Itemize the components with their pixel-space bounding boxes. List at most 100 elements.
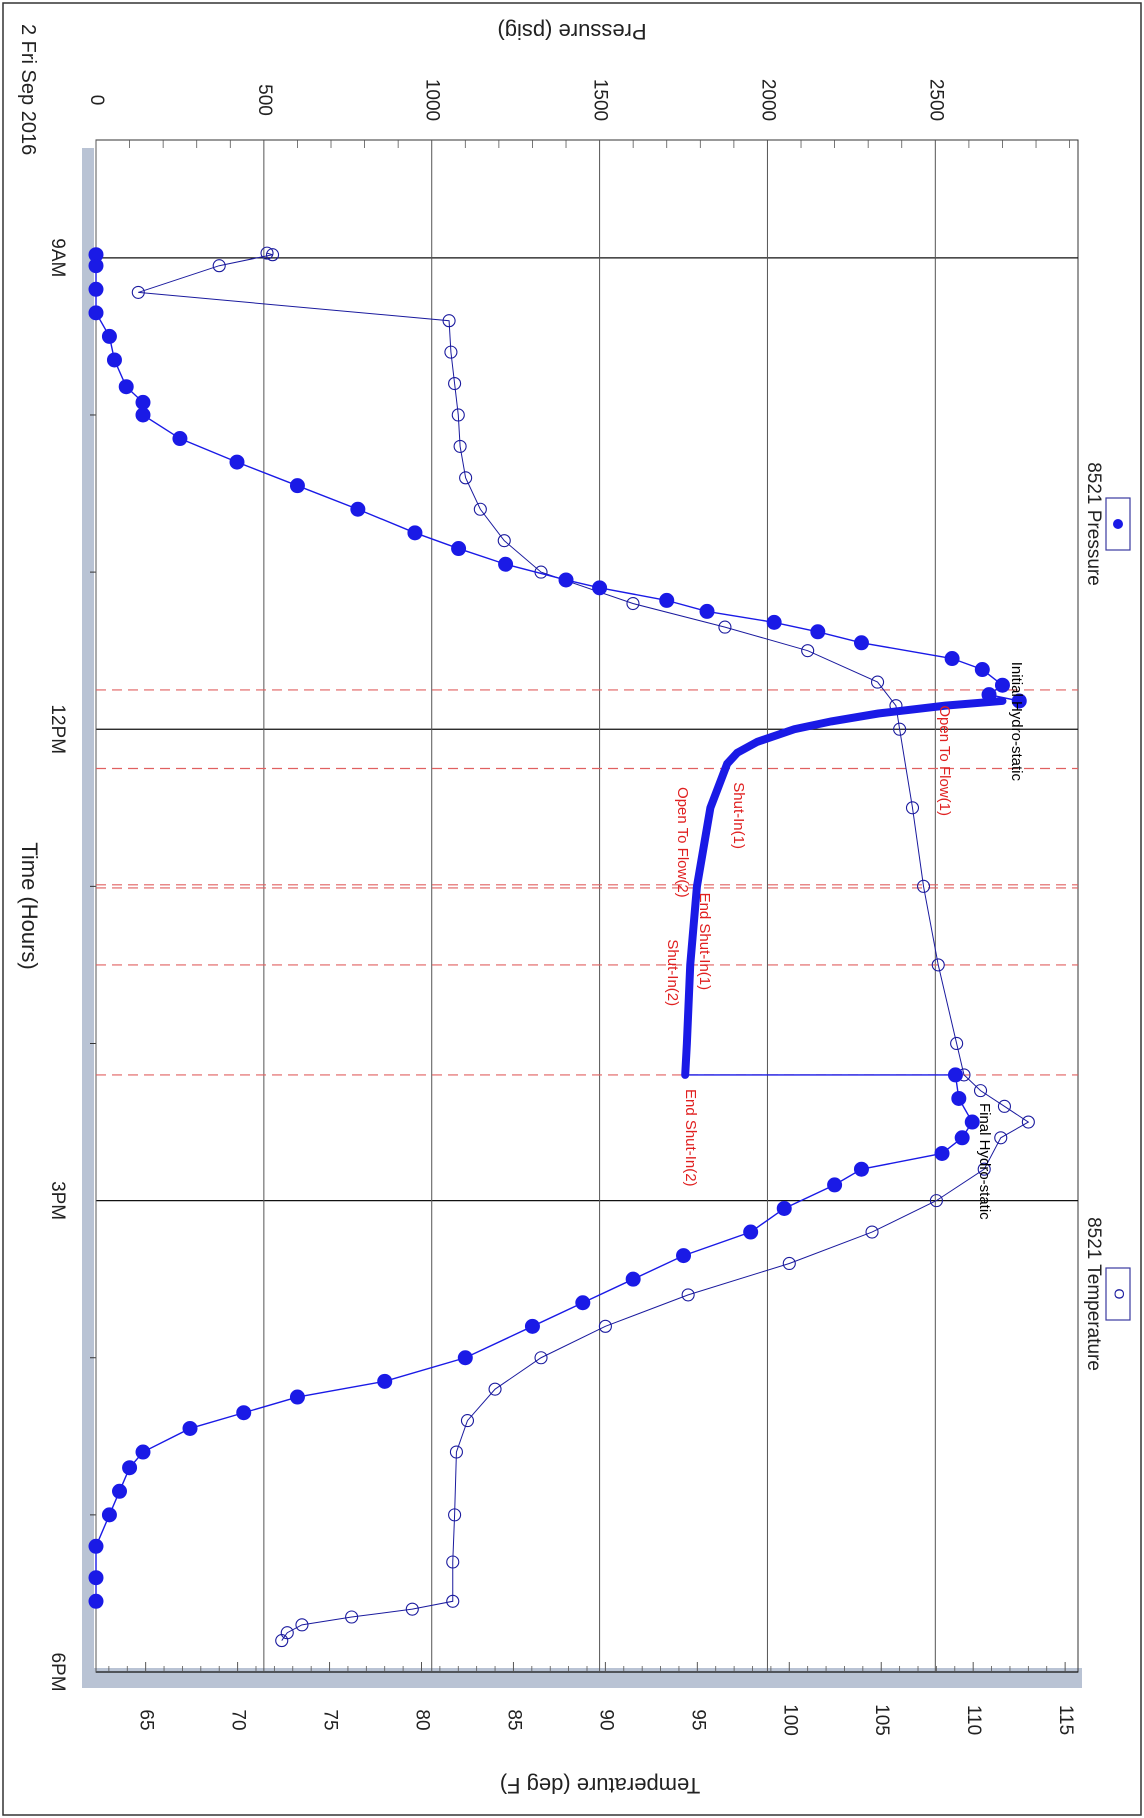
temperature-point: [681, 1288, 695, 1302]
temperature-point: [265, 248, 280, 262]
pressure-point: [994, 677, 1010, 693]
temperature-point: [448, 1508, 462, 1522]
temperature-point: [905, 801, 920, 815]
event-label: Shut-In(1): [730, 782, 747, 849]
pressure-tick-label: 2000: [757, 79, 778, 121]
pressure-point: [88, 1593, 104, 1609]
event-label: End Shut-In(1): [696, 893, 713, 991]
pressure-point: [524, 1318, 540, 1334]
pressure-series-line: [95, 254, 1020, 702]
temperature-tick-label: 105: [871, 1704, 892, 1736]
pressure-point: [954, 1130, 970, 1146]
pressure-point: [934, 1145, 950, 1161]
pressure-point: [974, 662, 990, 678]
pressure-point: [558, 572, 574, 588]
pressure-point: [106, 352, 122, 368]
temperature-tick-label: 65: [136, 1709, 157, 1730]
event-label: Final Hydro-static: [976, 1103, 993, 1220]
pressure-point: [118, 379, 134, 395]
pressure-tick-label: 2500: [925, 79, 946, 121]
temperature-point: [473, 502, 487, 516]
pressure-point: [964, 1114, 980, 1130]
temperature-point: [598, 1319, 612, 1333]
temperature-point: [442, 314, 456, 328]
temperature-point: [1021, 1115, 1035, 1129]
temperature-point: [405, 1602, 419, 1616]
time-axis-title: Time (Hours): [17, 842, 42, 970]
pressure-point: [289, 478, 305, 494]
temperature-point: [446, 1594, 460, 1608]
legend-temperature-label: 8521 Temperature: [1083, 1217, 1104, 1371]
pressure-point: [88, 305, 104, 321]
pressure-point: [172, 431, 188, 447]
pressure-point: [88, 1538, 104, 1554]
temperature-point: [782, 1256, 796, 1271]
legend-temperature-box: [1105, 1267, 1131, 1321]
time-tick-label: 9AM: [47, 238, 68, 277]
temperature-point: [534, 1351, 548, 1365]
temperature-axis-title: Temperature (deg F): [500, 1773, 701, 1798]
temperature-point: [997, 1099, 1011, 1113]
legend-pressure-label: 8521 Pressure: [1083, 462, 1104, 586]
temperature-tick-label: 85: [503, 1709, 524, 1730]
temperature-point: [212, 259, 226, 273]
pressure-point: [457, 1350, 473, 1366]
temperature-point: [131, 285, 145, 299]
time-tick-label: 12PM: [47, 704, 68, 754]
event-label: Shut-In(2): [664, 939, 681, 1006]
pressure-point: [810, 624, 826, 640]
pressure-point: [676, 1248, 692, 1264]
temperature-tick-label: 100: [779, 1704, 800, 1736]
legend-temperature-marker: O: [1111, 1289, 1127, 1300]
pressure-point: [101, 1507, 117, 1523]
pressure-point: [853, 635, 869, 651]
temperature-axis-band: [82, 1668, 1082, 1688]
temperature-tick-label: 80: [411, 1709, 432, 1730]
pressure-point: [498, 556, 514, 572]
temperature-point: [718, 620, 732, 634]
pressure-point: [625, 1271, 641, 1287]
temperature-point: [444, 345, 458, 359]
pressure-point: [88, 258, 104, 274]
temperature-point: [865, 1225, 879, 1239]
temperature-tick-label: 110: [963, 1705, 984, 1735]
pressure-point: [951, 1090, 967, 1106]
temperature-point: [449, 1445, 463, 1459]
temperature-point: [345, 1610, 359, 1624]
temperature-point: [488, 1382, 502, 1396]
pressure-point: [377, 1373, 393, 1389]
pressure-point: [1011, 693, 1027, 709]
pressure-tick-label: 1500: [590, 79, 611, 121]
temperature-tick-label: 75: [320, 1709, 341, 1730]
temperature-point: [973, 1084, 988, 1098]
pressure-tick-label: 0: [86, 95, 107, 106]
pressure-point: [88, 281, 104, 297]
date-label: 2 Fri Sep 2016: [17, 24, 39, 155]
pressure-point: [766, 614, 782, 630]
temperature-point: [871, 675, 885, 689]
pressure-point: [743, 1224, 759, 1240]
pressure-point: [451, 541, 467, 557]
temperature-point: [275, 1634, 289, 1648]
temperature-point: [460, 1414, 475, 1428]
pressure-point: [776, 1200, 792, 1216]
event-label: Open To Flow(1): [936, 705, 953, 816]
pressure-tick-label: 500: [254, 84, 275, 116]
temperature-tick-label: 115: [1055, 1705, 1076, 1735]
pressure-point: [699, 603, 715, 619]
pressure-point: [112, 1483, 128, 1499]
pressure-point: [407, 525, 423, 541]
pressure-point: [575, 1295, 591, 1311]
pressure-point: [947, 1067, 963, 1083]
pressure-point: [122, 1460, 138, 1476]
temperature-tick-label: 70: [228, 1709, 249, 1730]
pressure-tick-label: 1000: [422, 79, 443, 121]
pressure-axis-title: Pressure (psig): [497, 19, 646, 44]
pressure-point: [659, 592, 675, 608]
temperature-point: [260, 246, 274, 260]
temperature-point: [929, 1194, 943, 1208]
pressure-point: [289, 1389, 305, 1405]
pressure-point: [981, 687, 997, 703]
